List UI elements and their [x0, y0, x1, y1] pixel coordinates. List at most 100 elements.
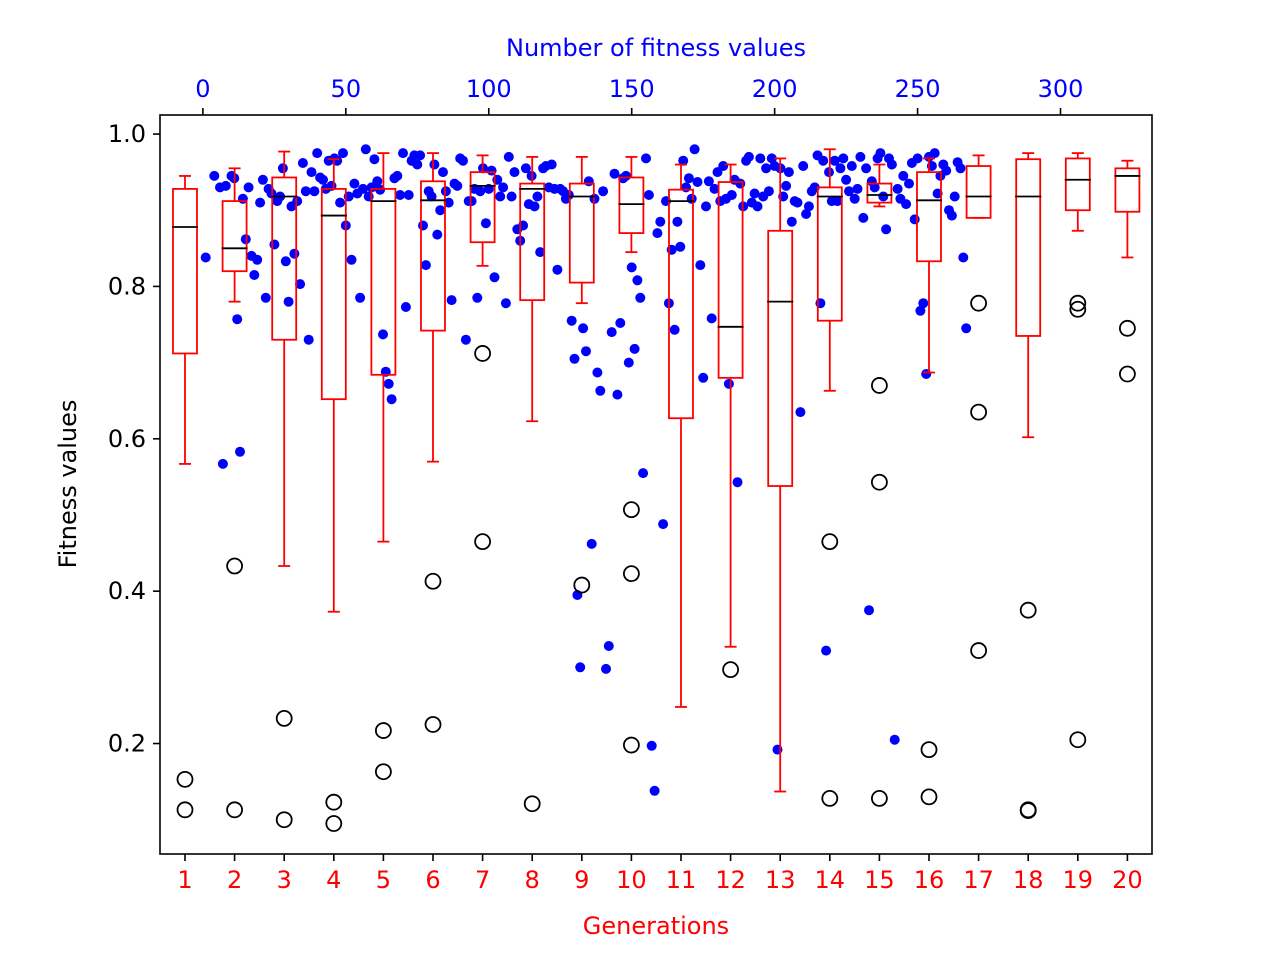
axes: 1 2 3 4 5 6 7 8 9 10 11 12 13 14 15 16 17 18 19 200 50 100 150…	[108, 75, 1143, 894]
scatter-point	[949, 191, 960, 202]
box-body	[320, 187, 347, 401]
scatter-point	[429, 159, 440, 170]
scatter-point	[435, 205, 446, 216]
box-7	[469, 154, 496, 551]
scatter-point	[658, 519, 669, 530]
scatter-point	[280, 256, 291, 267]
scatter-point	[452, 180, 463, 191]
scatter-point	[709, 183, 720, 194]
scatter-point	[798, 161, 809, 171]
box-body	[668, 188, 694, 420]
scatter-point	[832, 196, 843, 207]
scatter-point	[761, 163, 772, 174]
scatter-point	[418, 220, 428, 231]
scatter-point	[346, 254, 357, 265]
box-outlier	[474, 533, 492, 551]
top-tick-label: 100	[466, 75, 512, 103]
scatter-point	[932, 188, 943, 199]
scatter-point	[706, 313, 717, 324]
scatter-point	[649, 785, 660, 796]
y-axis-title: Fitness values	[54, 400, 82, 569]
box-11	[668, 163, 694, 708]
scatter-point	[400, 302, 411, 312]
scatter-point	[623, 357, 634, 368]
scatter-point	[289, 248, 300, 259]
scatter-point	[918, 298, 929, 309]
scatter-point	[609, 168, 620, 179]
scatter-point	[383, 378, 394, 389]
x-tick-label: 6	[425, 866, 440, 894]
scatter-point	[520, 163, 531, 174]
scatter-point	[603, 641, 614, 651]
scatter-point	[283, 296, 294, 307]
scatter-point	[698, 372, 709, 383]
box-outlier	[176, 770, 194, 788]
box-17	[965, 154, 992, 659]
scatter-point	[412, 159, 423, 170]
scatter-point	[929, 148, 940, 159]
box-outlier	[871, 789, 888, 807]
scatter-point	[595, 385, 606, 396]
box-8	[519, 156, 546, 813]
box-outlier	[1069, 294, 1087, 312]
box-outlier	[226, 557, 244, 575]
scatter-point	[360, 144, 371, 155]
box-outlier	[821, 789, 839, 807]
box-body	[1114, 167, 1141, 213]
box-body	[717, 181, 744, 379]
scatter-point	[683, 173, 694, 184]
box-13	[767, 157, 794, 793]
scatter-point	[583, 176, 594, 187]
box-body	[1015, 158, 1042, 337]
scatter-point	[846, 161, 857, 171]
scatter-point	[503, 151, 514, 162]
box-outlier	[623, 501, 640, 519]
scatter-point	[763, 186, 774, 197]
scatter-point	[292, 196, 303, 207]
scatter-point	[958, 252, 969, 263]
box-18	[1015, 152, 1042, 819]
top-tick-label: 200	[752, 75, 798, 103]
box-body	[916, 171, 942, 263]
box-10	[618, 156, 645, 754]
scatter-point	[415, 150, 426, 161]
box-outlier	[325, 793, 343, 811]
scatter-point	[355, 292, 366, 303]
scatter-point	[426, 191, 437, 202]
scatter-point	[586, 538, 597, 549]
scatter-point	[818, 155, 829, 166]
scatter-point	[498, 182, 509, 193]
scatter-point	[646, 740, 657, 751]
scatter-point	[703, 176, 714, 187]
scatter-point	[372, 176, 383, 187]
scatter-point	[915, 305, 926, 316]
scatter-point	[803, 201, 814, 212]
scatter-point	[841, 174, 852, 185]
top-tick-label: 250	[895, 75, 941, 103]
scatter-point	[249, 270, 260, 280]
box-body	[618, 176, 645, 234]
box-body	[866, 182, 893, 204]
scatter-point	[509, 167, 520, 178]
scatter-point	[369, 154, 380, 165]
scatter-point	[626, 262, 637, 273]
scatter-point	[838, 153, 849, 164]
x-tick-label: 9	[574, 866, 589, 894]
box-outlier	[325, 815, 343, 832]
box-outlier	[920, 788, 938, 806]
scatter-point	[217, 458, 228, 469]
y-tick-label: 0.4	[108, 577, 146, 605]
top-tick-label: 300	[1038, 75, 1084, 103]
box-outlier	[1019, 601, 1037, 619]
box-outlier	[176, 801, 194, 819]
box-outlier	[1069, 300, 1087, 318]
scatter-point	[269, 239, 280, 250]
scatter-point	[569, 353, 580, 364]
scatter-point	[209, 170, 220, 181]
box-5	[370, 152, 397, 781]
box-3	[271, 150, 298, 829]
box-outlier	[871, 377, 888, 394]
scatter-point	[849, 193, 860, 204]
scatter-point	[598, 186, 609, 197]
